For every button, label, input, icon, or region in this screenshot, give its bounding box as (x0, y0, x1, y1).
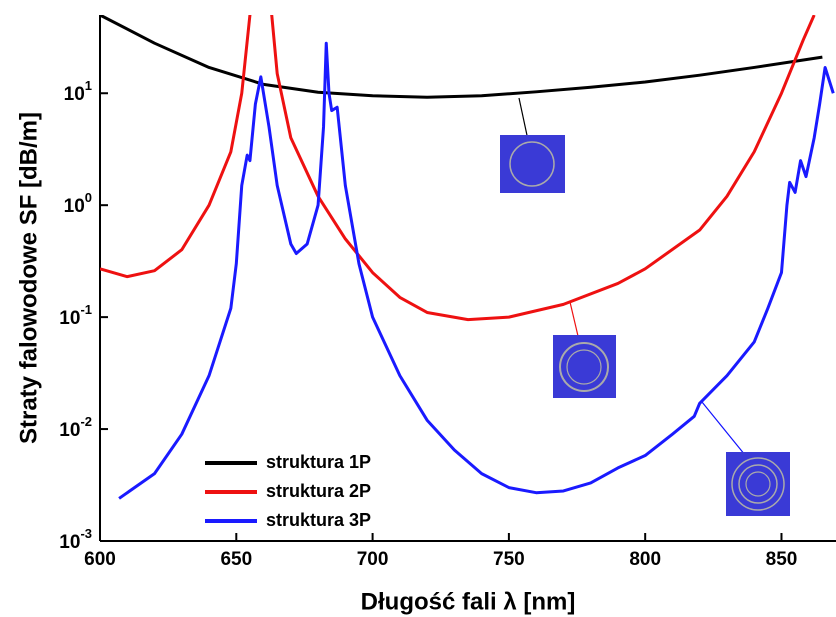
series-line (100, 15, 816, 322)
y-tick-exponent: -2 (80, 414, 92, 429)
plot-area (100, 15, 835, 500)
y-tick-exponent: 0 (85, 191, 92, 206)
y-tick-base: 10 (64, 84, 85, 105)
legend-label: struktura 1P (266, 452, 371, 472)
x-tick-label: 600 (84, 549, 116, 570)
y-tick-exponent: 1 (85, 79, 92, 94)
x-tick-label: 700 (357, 549, 389, 570)
y-tick-label: 10-2 (59, 414, 92, 441)
x-tick-label: 750 (493, 549, 525, 570)
y-tick-exponent: -3 (80, 526, 92, 541)
series-line (118, 41, 835, 500)
x-tick-label: 800 (629, 549, 661, 570)
x-tick-label: 850 (766, 549, 798, 570)
y-tick-label: 10-3 (59, 526, 92, 553)
y-tick-base: 10 (59, 420, 80, 441)
legend-label: struktura 3P (266, 510, 371, 530)
y-tick-label: 100 (64, 191, 92, 218)
series-line (100, 15, 823, 99)
y-axis-title: Straty falowodowe SF [dB/m] (15, 112, 42, 444)
y-tick-label: 101 (64, 79, 92, 106)
y-tick-base: 10 (64, 196, 85, 217)
y-tick-exponent: -1 (80, 303, 92, 318)
insets (500, 97, 790, 516)
legend-label: struktura 2P (266, 481, 371, 501)
x-tick-label: 650 (220, 549, 252, 570)
x-axis-title: Długość fali λ [nm] (361, 588, 576, 615)
y-tick-base: 10 (59, 308, 80, 329)
y-tick-label: 10-1 (59, 303, 92, 330)
y-tick-base: 10 (59, 532, 80, 553)
